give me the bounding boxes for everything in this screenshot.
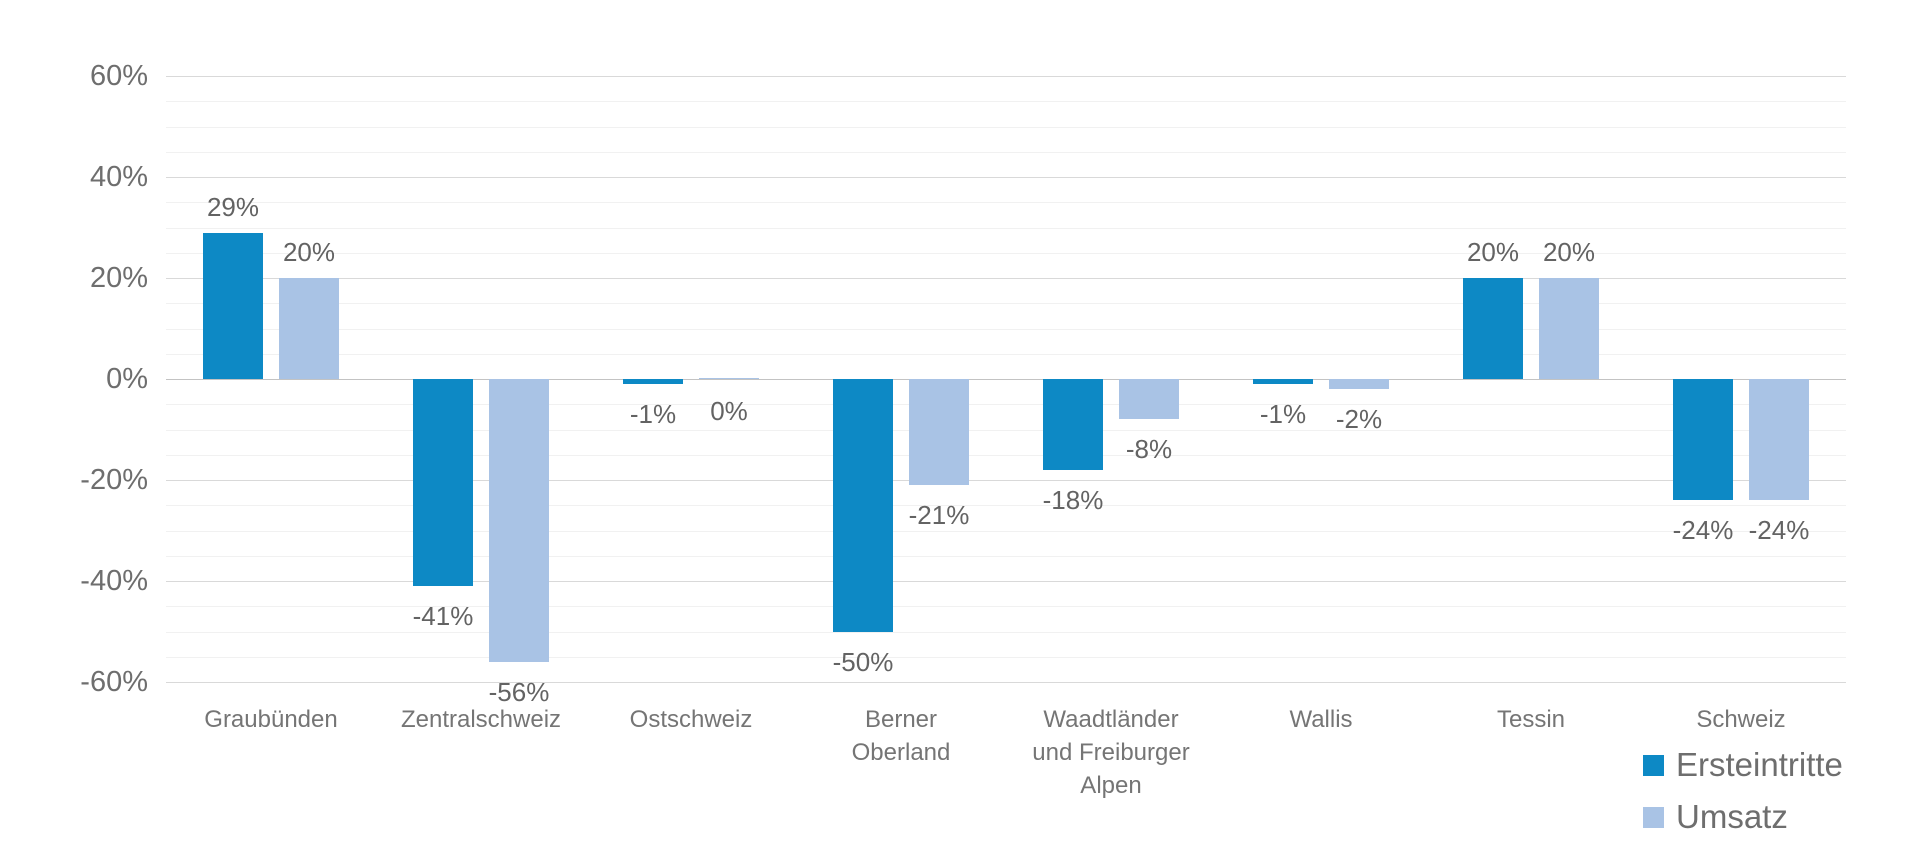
bar-umsatz-1: [279, 278, 339, 379]
data-label: 20%: [1542, 237, 1596, 267]
data-label: 29%: [206, 191, 260, 222]
data-label: 0%: [710, 395, 748, 426]
bar-umsatz-4: [909, 379, 969, 486]
bar-ersteintritte-2: [413, 379, 473, 587]
minor-gridline: [166, 126, 1846, 128]
data-label: -24%: [1672, 515, 1734, 546]
bar-umsatz-3: [699, 377, 759, 379]
data-label: -21%: [908, 500, 970, 531]
minor-gridline: [166, 101, 1846, 103]
bar-ersteintritte-6: [1253, 379, 1313, 385]
data-label: -56%: [488, 676, 550, 707]
y-tick-label: 40%: [89, 161, 148, 193]
bar-ersteintritte-8: [1673, 379, 1733, 501]
minor-gridline: [166, 530, 1846, 532]
major-gridline: [166, 278, 1846, 279]
bar-ersteintritte-7: [1463, 278, 1523, 379]
minor-gridline: [166, 202, 1846, 204]
minor-gridline: [166, 227, 1846, 229]
data-label: -50%: [832, 646, 894, 677]
minor-gridline: [166, 454, 1846, 456]
y-tick-label: 60%: [89, 60, 148, 92]
minor-gridline: [166, 631, 1846, 633]
legend-item-umsatz: Umsatz: [1643, 799, 1843, 835]
data-label: -24%: [1748, 515, 1810, 546]
category-label-3: Ostschweiz: [629, 706, 753, 733]
major-gridline: [166, 177, 1846, 178]
major-gridline: [166, 480, 1846, 481]
data-label: -8%: [1125, 434, 1173, 465]
minor-gridline: [166, 252, 1846, 254]
legend-label: Umsatz: [1676, 798, 1788, 835]
y-tick-label: 0%: [106, 363, 148, 395]
legend-item-ersteintritte: Ersteintritte: [1643, 747, 1843, 783]
zero-axis-line: [166, 379, 1846, 380]
minor-gridline: [166, 303, 1846, 305]
major-gridline: [166, 76, 1846, 77]
category-label-1: Graubünden: [204, 706, 338, 733]
y-tick-label: -60%: [80, 666, 148, 698]
minor-gridline: [166, 656, 1846, 658]
bar-umsatz-8: [1749, 379, 1809, 501]
minor-gridline: [166, 555, 1846, 557]
legend-swatch-icon: [1643, 806, 1664, 828]
minor-gridline: [166, 404, 1846, 406]
bar-umsatz-6: [1329, 379, 1389, 390]
data-label: -1%: [1259, 399, 1307, 430]
legend-label: Ersteintritte: [1676, 746, 1843, 783]
y-tick-label: 20%: [89, 262, 148, 294]
bar-umsatz-5: [1119, 379, 1179, 420]
data-label: 20%: [1466, 237, 1520, 267]
category-label-4: Berner Oberland: [851, 706, 951, 766]
category-label-5: Waadtländer und Freiburger Alpen: [1032, 706, 1190, 799]
minor-gridline: [166, 429, 1846, 431]
category-label-2: Zentralschweiz: [400, 706, 562, 733]
category-label-6: Wallis: [1289, 706, 1353, 733]
data-label: 20%: [282, 237, 336, 267]
minor-gridline: [166, 606, 1846, 608]
bar-ersteintritte-3: [623, 379, 683, 385]
data-label: -2%: [1335, 404, 1383, 435]
major-gridline: [166, 682, 1846, 683]
bar-ersteintritte-1: [203, 232, 263, 379]
bar-ersteintritte-5: [1043, 379, 1103, 470]
data-label: -41%: [412, 601, 474, 632]
minor-gridline: [166, 151, 1846, 153]
data-label: -18%: [1042, 484, 1104, 515]
bar-ersteintritte-4: [833, 379, 893, 632]
minor-gridline: [166, 353, 1846, 355]
category-label-7: Tessin: [1496, 706, 1566, 733]
legend: Ersteintritte Umsatz: [1643, 747, 1843, 835]
minor-gridline: [166, 328, 1846, 330]
y-tick-label: -20%: [80, 464, 148, 496]
legend-swatch-icon: [1643, 754, 1664, 776]
y-tick-label: -40%: [80, 565, 148, 597]
major-gridline: [166, 581, 1846, 582]
data-label: -1%: [629, 399, 677, 430]
category-label-8: Schweiz: [1696, 706, 1786, 733]
bar-umsatz-7: [1539, 278, 1599, 379]
minor-gridline: [166, 505, 1846, 507]
bar-umsatz-2: [489, 379, 549, 662]
